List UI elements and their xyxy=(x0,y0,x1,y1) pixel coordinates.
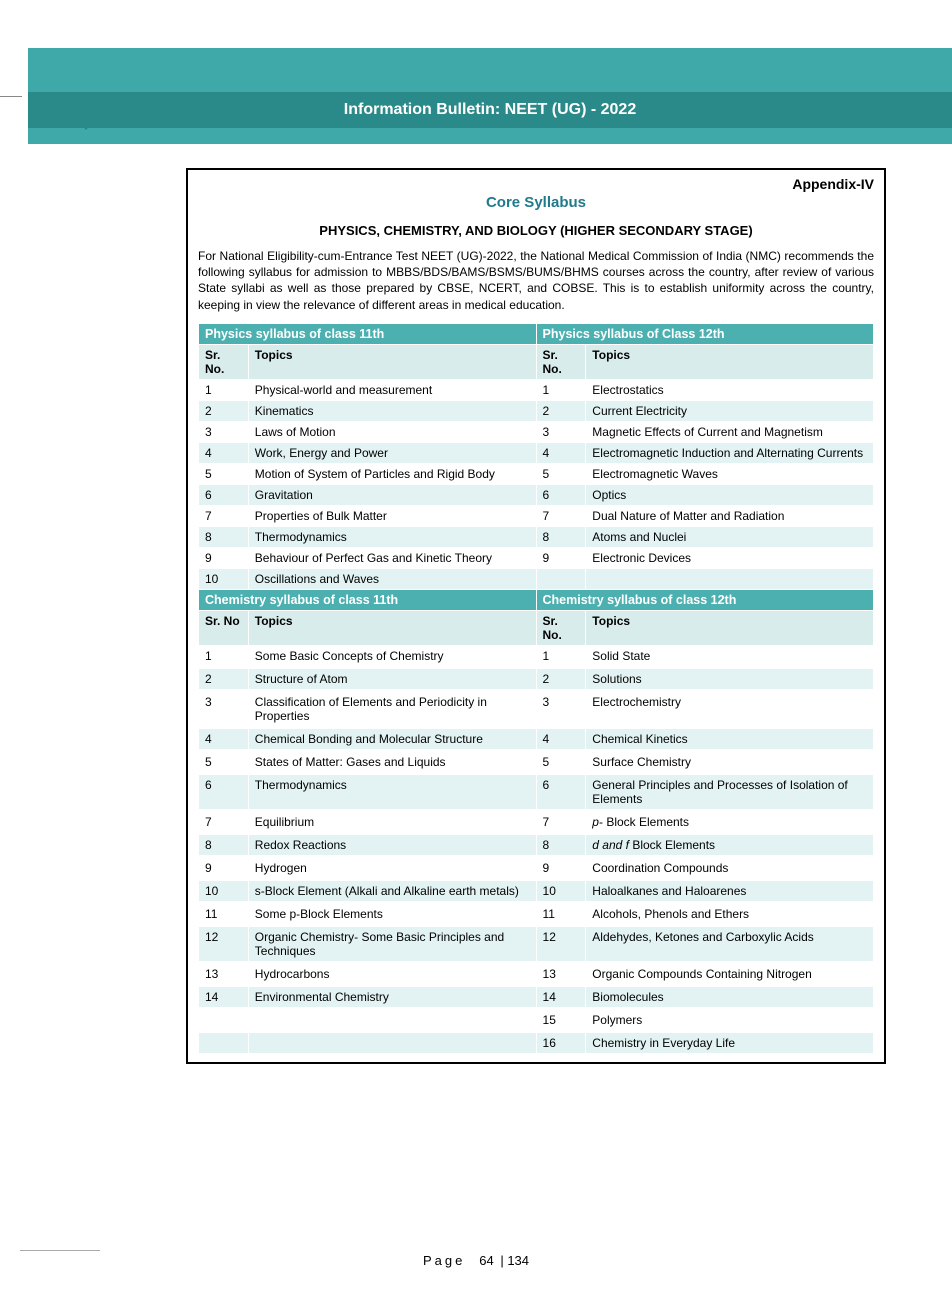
appendix-label: Appendix-IV xyxy=(198,176,874,192)
page-footer: Page 64 | 134 xyxy=(0,1253,952,1268)
footer-total: 134 xyxy=(507,1253,529,1268)
side-mark-bottom xyxy=(20,1250,100,1251)
header-inner: Information Bulletin: NEET (UG) - 2022 xyxy=(28,92,952,128)
intro-paragraph: For National Eligibility-cum-Entrance Te… xyxy=(198,248,874,313)
header-title: Information Bulletin: NEET (UG) - 2022 xyxy=(344,101,636,119)
content-box: Appendix-IV Core Syllabus PHYSICS, CHEMI… xyxy=(186,168,886,1064)
side-mark xyxy=(0,96,22,97)
footer-current: 64 xyxy=(479,1253,493,1268)
syllabus-table: Physics syllabus of class 11thPhysics sy… xyxy=(198,323,874,1056)
footer-page-label: Page xyxy=(423,1253,465,1268)
core-syllabus-title: Core Syllabus xyxy=(198,194,874,211)
header-band: Information Bulletin: NEET (UG) - 2022 xyxy=(28,48,952,144)
subject-title: PHYSICS, CHEMISTRY, AND BIOLOGY (HIGHER … xyxy=(198,223,874,238)
